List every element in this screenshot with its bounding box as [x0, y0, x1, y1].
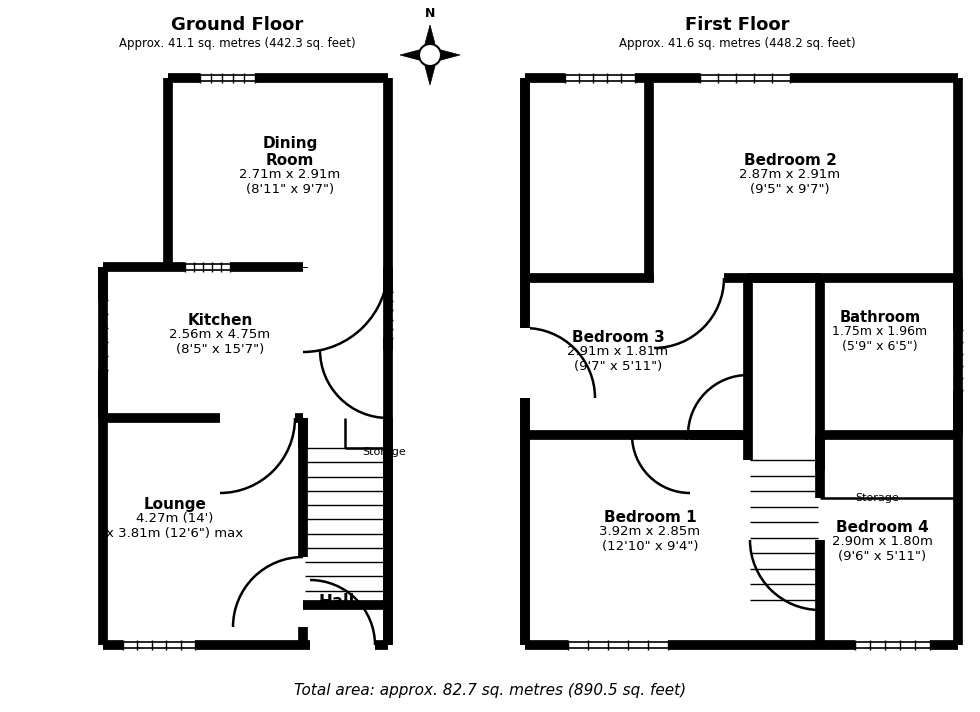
Text: Ground Floor: Ground Floor: [171, 16, 303, 34]
Text: Lounge: Lounge: [143, 497, 207, 512]
Circle shape: [419, 44, 441, 66]
Text: 2.87m x 2.91m
(9'5" x 9'7"): 2.87m x 2.91m (9'5" x 9'7"): [740, 168, 841, 196]
Text: 4.27m (14')
x 3.81m (12'6") max: 4.27m (14') x 3.81m (12'6") max: [107, 512, 244, 540]
Text: Kitchen: Kitchen: [187, 313, 253, 328]
Text: Approx. 41.1 sq. metres (442.3 sq. feet): Approx. 41.1 sq. metres (442.3 sq. feet): [119, 36, 356, 50]
Text: 3.92m x 2.85m
(12'10" x 9'4"): 3.92m x 2.85m (12'10" x 9'4"): [600, 525, 701, 553]
Polygon shape: [425, 25, 435, 55]
Text: Approx. 41.6 sq. metres (448.2 sq. feet): Approx. 41.6 sq. metres (448.2 sq. feet): [618, 36, 856, 50]
Text: Hall: Hall: [318, 593, 355, 611]
Text: Bedroom 4: Bedroom 4: [836, 520, 928, 535]
Text: N: N: [424, 7, 435, 20]
Text: 2.71m x 2.91m
(8'11" x 9'7"): 2.71m x 2.91m (8'11" x 9'7"): [239, 168, 341, 196]
Text: Bedroom 2: Bedroom 2: [744, 153, 837, 168]
Polygon shape: [430, 50, 460, 60]
Text: 2.91m x 1.81m
(9'7" x 5'11"): 2.91m x 1.81m (9'7" x 5'11"): [567, 345, 668, 373]
Text: 1.75m x 1.96m
(5'9" x 6'5"): 1.75m x 1.96m (5'9" x 6'5"): [832, 325, 927, 353]
Text: 2.56m x 4.75m
(8'5" x 15'7"): 2.56m x 4.75m (8'5" x 15'7"): [170, 328, 270, 356]
Text: Dining
Room: Dining Room: [263, 135, 318, 168]
Text: Storage: Storage: [362, 447, 406, 457]
Text: Bathroom: Bathroom: [840, 310, 920, 325]
Text: Total area: approx. 82.7 sq. metres (890.5 sq. feet): Total area: approx. 82.7 sq. metres (890…: [294, 683, 686, 698]
Text: Bedroom 3: Bedroom 3: [571, 330, 664, 345]
Bar: [103, 70, 396, 653]
Text: Storage: Storage: [855, 493, 899, 503]
Bar: [520, 328, 530, 398]
Text: Bedroom 1: Bedroom 1: [604, 510, 697, 525]
Text: 2.90m x 1.80m
(9'6" x 5'11"): 2.90m x 1.80m (9'6" x 5'11"): [832, 535, 932, 563]
Polygon shape: [400, 50, 430, 60]
Polygon shape: [425, 55, 435, 85]
Text: First Floor: First Floor: [685, 16, 789, 34]
